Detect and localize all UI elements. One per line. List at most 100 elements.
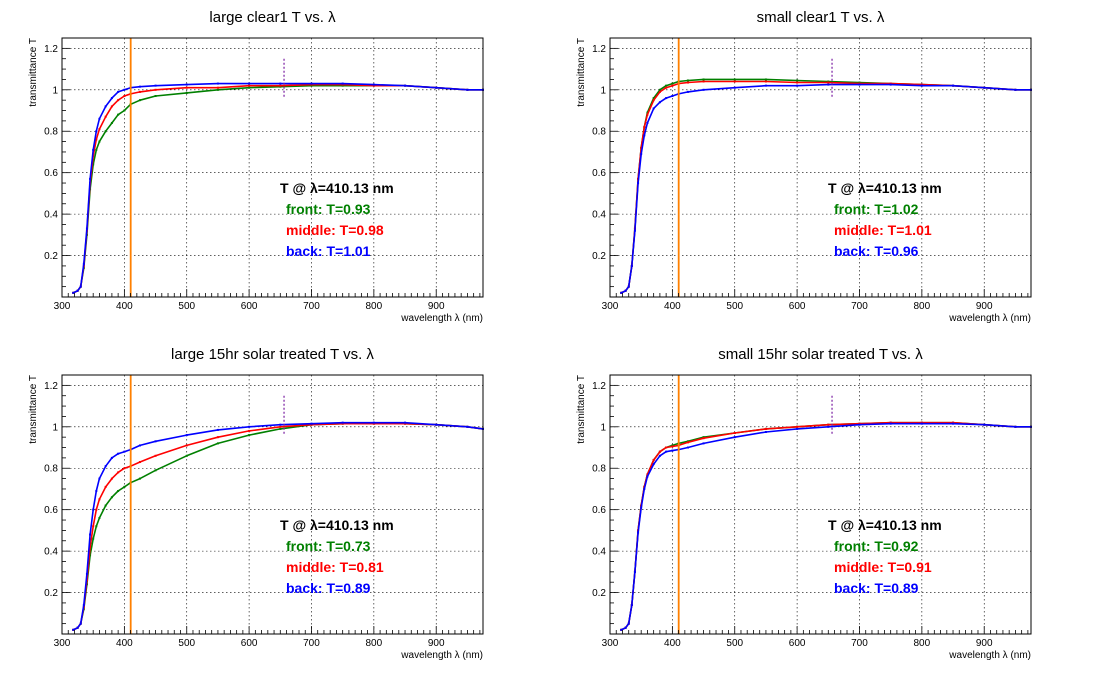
data-point (117, 90, 120, 93)
data-point (920, 83, 923, 86)
data-point (216, 428, 219, 431)
data-point (764, 430, 767, 433)
data-point (889, 422, 892, 425)
data-point (652, 463, 655, 466)
data-point (646, 475, 649, 478)
x-axis-label: wavelength λ (nm) (400, 650, 483, 661)
data-point (671, 84, 674, 87)
data-point (404, 422, 407, 425)
data-point (110, 496, 113, 499)
data-point (671, 444, 674, 447)
data-point (652, 97, 655, 100)
data-point (279, 427, 282, 430)
data-point (185, 444, 188, 447)
data-point (248, 84, 251, 87)
data-point (341, 82, 344, 85)
x-tick-label: 800 (366, 301, 383, 312)
annotation-line: middle: T=1.01 (834, 222, 932, 238)
series-1 (72, 422, 484, 631)
data-point (89, 177, 92, 180)
data-point (98, 498, 101, 501)
data-point (665, 450, 668, 453)
data-point (665, 446, 668, 449)
series-2 (620, 80, 1032, 294)
data-point (658, 450, 661, 453)
data-point (138, 85, 141, 88)
data-point (671, 449, 674, 452)
data-point (796, 427, 799, 430)
data-point (858, 422, 861, 425)
data-point (733, 432, 736, 435)
series-line (72, 83, 483, 294)
x-tick-label: 300 (602, 301, 619, 312)
data-point (646, 473, 649, 476)
data-point (82, 603, 85, 606)
chart-title: small clear1 T vs. λ (757, 9, 885, 26)
data-point (154, 469, 157, 472)
x-tick-label: 500 (178, 301, 195, 312)
y-tick-label: 0.6 (44, 168, 58, 179)
chart-title: large clear1 T vs. λ (209, 9, 336, 26)
y-tick-label: 1 (600, 85, 606, 96)
y-tick-label: 0.4 (592, 547, 606, 558)
x-tick-label: 800 (914, 301, 931, 312)
chart-panel-2: 300 400 500 600 700 800 900 0.2 0.4 0.6 0.8 1 1.2 sma… (576, 9, 1032, 324)
y-tick-label: 0.4 (44, 547, 58, 558)
data-point (658, 101, 661, 104)
annotation-line: front: T=0.93 (286, 201, 371, 217)
annotation-heading: T @ λ=410.13 nm (828, 517, 942, 533)
data-point (154, 454, 157, 457)
y-axis-label: transmittance T (576, 375, 587, 444)
y-tick-label: 0.2 (592, 588, 606, 599)
annotation-line: middle: T=0.98 (286, 222, 384, 238)
x-tick-label: 700 (851, 301, 868, 312)
data-point (1014, 88, 1017, 91)
data-point (671, 445, 674, 448)
data-point (372, 84, 375, 87)
data-point (92, 148, 95, 151)
chart-panel-1: 300 400 500 600 700 800 900 0.2 0.4 0.6 0.8 1 1.2 lar… (28, 9, 484, 324)
data-point (95, 130, 98, 133)
data-point (733, 436, 736, 439)
data-point (216, 82, 219, 85)
data-point (95, 148, 98, 151)
x-tick-label: 600 (789, 301, 806, 312)
data-point (889, 421, 892, 424)
data-point (637, 182, 640, 185)
data-point (248, 425, 251, 428)
x-tick-label: 300 (54, 301, 71, 312)
series-line (620, 80, 1031, 294)
data-point (827, 80, 830, 83)
data-point (117, 471, 120, 474)
data-point (79, 622, 82, 625)
data-point (686, 90, 689, 93)
annotation-line: back: T=0.89 (286, 580, 371, 596)
data-point (138, 461, 141, 464)
annotation-line: middle: T=0.81 (286, 559, 384, 575)
data-point (920, 84, 923, 87)
data-point (466, 425, 469, 428)
data-point (279, 84, 282, 87)
series-3 (72, 82, 484, 294)
data-point (665, 86, 668, 89)
data-point (98, 516, 101, 519)
series-2 (620, 421, 1032, 631)
data-point (104, 115, 107, 118)
x-tick-label: 700 (303, 301, 320, 312)
x-tick-label: 500 (726, 638, 743, 649)
x-tick-label: 900 (976, 301, 993, 312)
data-point (796, 84, 799, 87)
y-tick-label: 1.2 (592, 381, 606, 392)
data-point (104, 105, 107, 108)
data-point (248, 434, 251, 437)
data-point (889, 82, 892, 85)
data-point (117, 99, 120, 102)
data-point (110, 477, 113, 480)
data-point (98, 128, 101, 131)
series-line (620, 78, 1031, 294)
y-axis-label: transmittance T (576, 38, 587, 107)
series-line (620, 421, 1031, 631)
data-point (89, 533, 92, 536)
series-3 (620, 422, 1032, 631)
y-tick-label: 0.8 (592, 464, 606, 475)
